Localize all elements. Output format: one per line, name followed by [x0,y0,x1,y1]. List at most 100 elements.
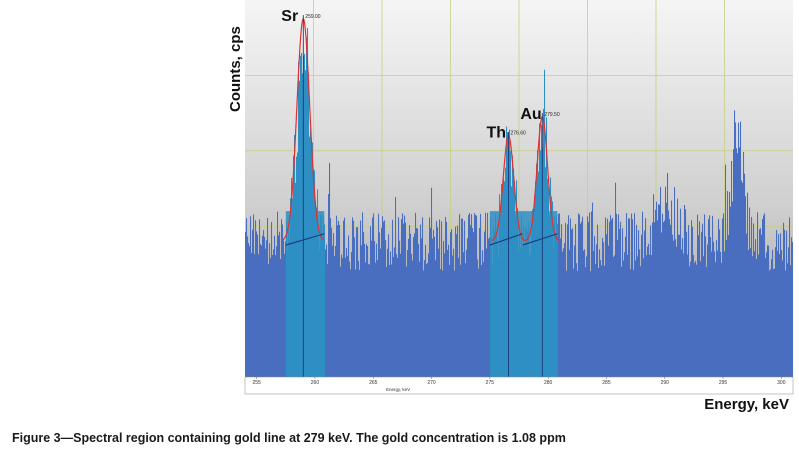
spectrum-bar [575,223,577,377]
spectrum-bar [436,221,438,377]
spectrum-bar [577,270,579,377]
spectrum-bar [332,245,334,377]
spectrum-bar [532,209,534,377]
spectrum-bar [309,136,311,377]
spectrum-bar [488,238,490,377]
spectrum-bar [679,234,681,377]
spectrum-bar [761,234,763,377]
spectrum-bar [427,263,429,377]
spectrum-bar [521,214,523,377]
spectrum-bar [307,28,309,377]
spectrum-bar [316,207,318,377]
spectrum-bar [408,238,410,377]
spectrum-bar [770,269,772,377]
spectrum-bar [540,150,542,377]
spectrum-bar [645,218,647,377]
spectrum-bar [492,264,494,377]
spectrum-bar [633,269,635,377]
spectrum-bar [607,218,609,377]
spectrum-bar [569,249,571,377]
spectrum-bar [603,242,605,377]
spectrum-bar [746,233,748,377]
spectrum-bar [380,248,382,377]
spectrum-bar [493,228,495,377]
spectrum-bar [762,219,764,377]
spectrum-bar [421,238,423,377]
spectrum-bar [469,213,471,377]
spectrum-bar [361,245,363,377]
spectrum-bar [506,126,508,377]
spectrum-bar [514,181,516,377]
spectrum-bar [478,268,480,377]
spectrum-bar [586,256,588,377]
spectrum-bar [667,173,669,377]
spectrum-bar [653,194,655,377]
spectrum-bar [784,229,786,377]
spectrum-bar [572,228,574,377]
spectrum-bar [425,244,427,377]
spectrum-bar [341,254,343,377]
spectrum-bar [752,256,754,377]
spectrum-bar [742,182,744,377]
spectrum-bar [405,222,407,377]
spectrum-bar [386,266,388,377]
spectrum-bar [395,197,397,377]
spectrum-bar [416,227,418,377]
spectrum-bar [439,219,441,377]
spectrum-bar [379,232,381,377]
spectrum-bar [304,53,306,378]
spectrum-bar [727,191,729,377]
spectrum-bar [330,218,332,377]
spectrum-bar [670,224,672,377]
spectrum-bar [555,235,557,377]
spectrum-bar [267,217,269,377]
spectrum-bar [503,178,505,377]
spectrum-bar [553,248,555,377]
spectrum-bar [442,270,444,377]
spectrum-bar [704,214,706,377]
spectrum-bar [766,252,768,377]
spectrum-bar [269,243,271,377]
spectrum-bar [251,252,253,377]
spectrum-bar [305,70,307,377]
spectrum-bar [388,234,390,377]
spectrum-bar [676,246,678,377]
spectrum-bar [293,155,295,377]
spectrum-bar [494,232,496,377]
spectrum-bar [371,240,373,377]
spectrum-bar [725,164,727,377]
spectrum-bar [498,257,500,377]
spectrum-bar [450,232,452,377]
spectrum-bar [691,220,693,377]
spectrum-bar [749,207,751,377]
spectrum-bar [531,230,533,377]
spectrum-bar [582,216,584,377]
spectrum-bar [748,250,750,377]
spectrum-bar [461,218,463,377]
spectrum-bar [755,239,757,377]
spectrum-bar [649,254,651,377]
spectrum-bar [724,251,726,377]
spectrum-bar [475,214,477,377]
spectrum-bar [265,248,267,377]
spectrum-bar [541,125,543,378]
x-axis-ticks: 255 260 265 270 275 280 285 290 295 300 [252,377,786,386]
spectrum-bar [374,241,376,377]
spectrum-bar [407,249,409,377]
spectrum-bar [743,151,745,377]
spectrum-bar [787,263,789,377]
spectrum-bar [556,217,558,377]
spectrum-bar [708,219,710,377]
spectrum-bar [327,264,329,377]
spectrum-bar [589,212,591,377]
spectrum-bar [535,181,537,377]
spectrum-bar [286,219,288,377]
spectrum-bar [786,230,788,377]
spectrum-bar [750,248,752,377]
spectrum-bar [385,240,387,377]
spectrum-bar [364,243,366,377]
x-tick-label: 295 [719,380,728,386]
spectrum-bar [477,259,479,377]
spectrum-bar [714,251,716,377]
spectrum-bar [688,225,690,377]
